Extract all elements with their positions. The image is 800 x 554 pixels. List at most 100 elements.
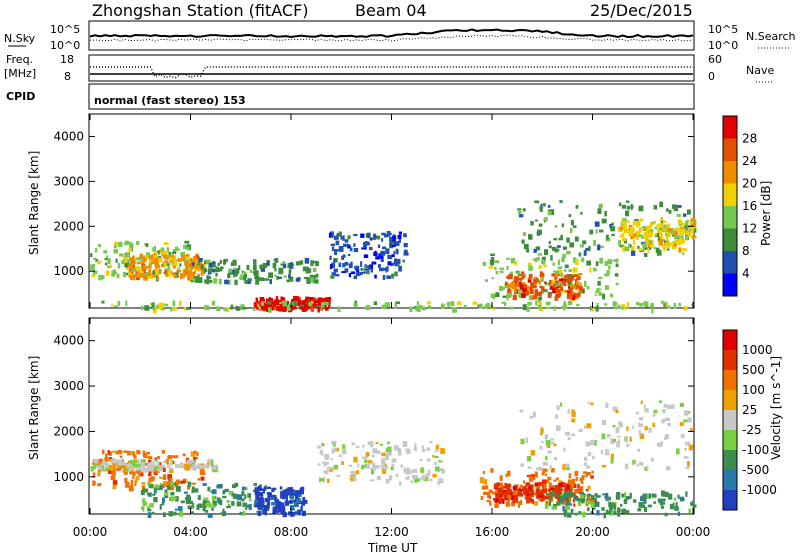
range-time-cell (282, 489, 287, 494)
range-time-cell (535, 485, 541, 492)
range-time-cell (148, 269, 152, 275)
range-time-cell (630, 246, 635, 251)
range-time-cell (552, 262, 555, 267)
range-time-cell (192, 278, 196, 282)
range-time-cell (172, 251, 176, 255)
range-time-cell (133, 258, 136, 265)
range-time-cell (353, 275, 358, 279)
range-time-cell (561, 257, 565, 263)
range-time-cell (93, 459, 99, 464)
range-time-cell (259, 264, 263, 270)
range-time-cell (173, 511, 177, 516)
range-time-cell (249, 269, 253, 273)
range-time-cell (536, 278, 539, 283)
range-time-cell (284, 500, 288, 506)
range-time-cell (148, 275, 153, 280)
range-time-cell (222, 508, 225, 513)
range-time-cell (241, 486, 246, 490)
range-time-cell (97, 471, 100, 477)
range-time-cell (376, 475, 382, 481)
range-time-cell (101, 300, 105, 304)
range-time-cell (187, 274, 192, 280)
range-time-cell (507, 285, 511, 290)
range-time-cell (534, 471, 538, 477)
range-time-cell (160, 247, 165, 254)
range-time-cell (116, 273, 120, 279)
range-time-cell (90, 264, 95, 271)
range-time-cell (554, 276, 558, 280)
range-time-cell (302, 497, 306, 503)
range-time-cell (536, 467, 539, 470)
range-time-cell (594, 497, 597, 503)
range-time-cell (172, 264, 176, 269)
range-time-cell (274, 274, 277, 277)
range-time-cell (535, 300, 538, 306)
range-time-cell (268, 272, 273, 278)
range-time-cell (490, 468, 494, 473)
range-time-cell (211, 465, 217, 470)
range-time-cell (520, 463, 525, 467)
range-time-cell (385, 248, 390, 254)
range-time-cell (312, 299, 316, 303)
range-time-cell (125, 272, 129, 276)
range-time-cell (545, 301, 551, 306)
range-time-cell (691, 223, 696, 228)
range-time-cell (537, 304, 542, 310)
range-time-cell (92, 480, 95, 486)
range-time-cell (300, 505, 303, 512)
range-time-cell (642, 242, 647, 248)
range-time-cell (257, 486, 261, 491)
range-time-cell (175, 486, 181, 492)
range-time-cell (635, 231, 639, 234)
range-time-cell (228, 491, 233, 496)
range-time-cell (164, 493, 169, 499)
range-time-cell (562, 246, 567, 250)
range-time-cell (654, 233, 660, 237)
range-time-cell (621, 508, 626, 513)
range-time-cell (190, 272, 196, 276)
range-time-cell (177, 267, 180, 270)
range-time-cell (128, 243, 134, 247)
range-time-cell (191, 486, 195, 490)
range-time-cell (521, 239, 525, 244)
range-time-cell (567, 436, 571, 441)
range-time-cell (506, 265, 509, 270)
nsky-trace (89, 28, 694, 39)
range-time-cell (637, 508, 642, 512)
range-time-cell (335, 273, 340, 277)
range-time-cell (417, 478, 421, 482)
range-time-cell (541, 259, 546, 265)
range-time-cell (654, 226, 658, 230)
range-time-cell (575, 283, 580, 287)
range-time-cell (303, 304, 309, 310)
range-time-cell (384, 234, 389, 238)
range-time-cell (518, 211, 522, 215)
range-time-cell (673, 497, 677, 501)
range-time-cell (587, 401, 590, 404)
range-time-cell (156, 459, 159, 466)
range-time-cell (173, 482, 177, 486)
range-time-cell (560, 234, 563, 240)
range-time-cell (207, 486, 211, 492)
range-time-cell (324, 297, 330, 303)
range-time-cell (235, 306, 241, 311)
range-time-cell (595, 495, 601, 498)
range-time-cell (174, 481, 179, 488)
range-time-cell (579, 486, 584, 491)
range-time-cell (527, 489, 531, 494)
range-time-cell (587, 485, 591, 490)
range-time-cell (296, 496, 299, 499)
range-time-cell (586, 423, 592, 429)
range-time-cell (247, 493, 251, 498)
range-time-cell (540, 498, 544, 501)
range-time-cell (539, 445, 543, 450)
range-time-cell (434, 456, 439, 458)
range-time-cell (281, 297, 286, 303)
range-time-cell (644, 507, 647, 513)
range-time-cell (520, 438, 525, 445)
range-time-cell (566, 293, 570, 297)
range-time-cell (570, 284, 575, 289)
range-time-cell (534, 200, 540, 204)
range-time-cell (308, 305, 312, 309)
range-time-cell (538, 296, 542, 301)
